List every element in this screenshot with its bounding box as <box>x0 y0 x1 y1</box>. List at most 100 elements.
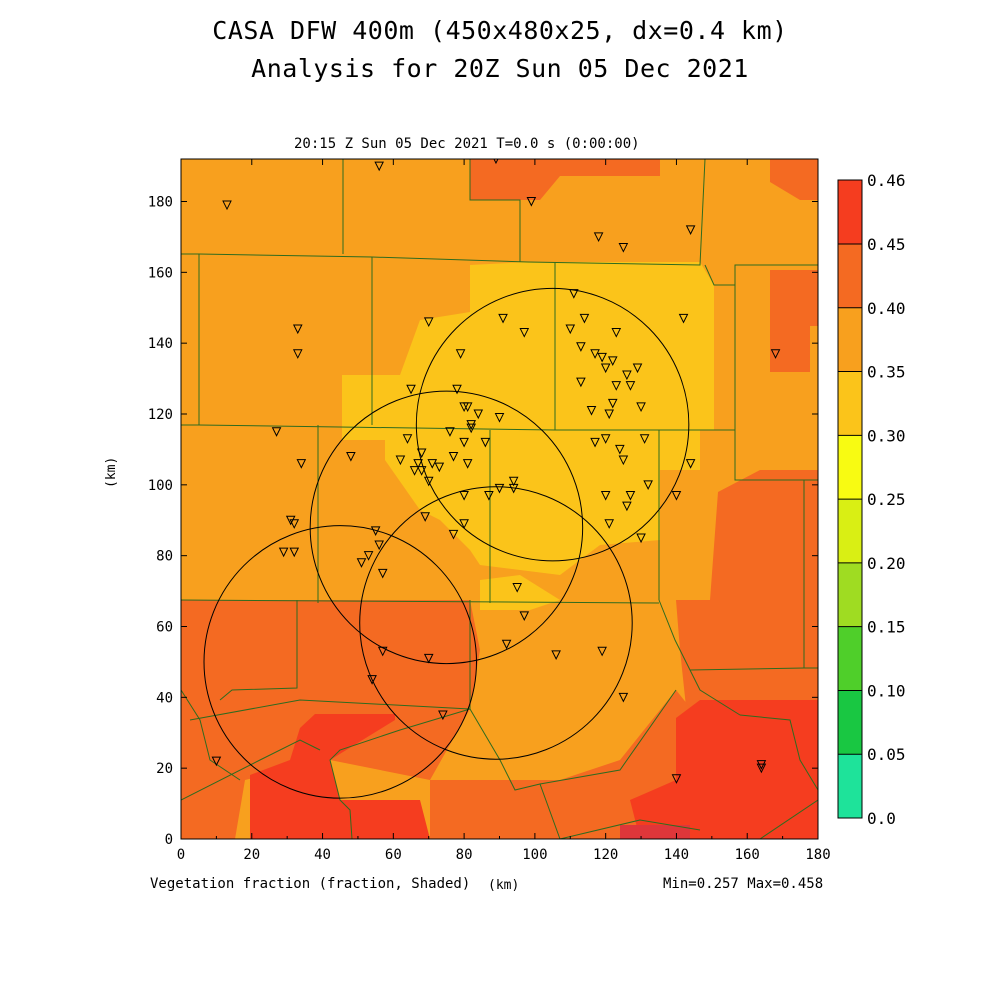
station-marker <box>597 352 607 363</box>
station-marker <box>448 529 459 540</box>
y-tick-label: 100 <box>148 478 173 494</box>
station-marker <box>459 437 469 448</box>
station-marker <box>604 409 615 420</box>
station-marker <box>622 501 632 512</box>
station-marker <box>519 611 530 621</box>
radar-range-ring <box>359 486 633 760</box>
y-tick-label: 120 <box>148 407 173 423</box>
y-tick-label: 180 <box>148 195 173 211</box>
station-marker <box>462 459 473 469</box>
station-marker <box>512 583 523 593</box>
station-marker <box>565 324 576 335</box>
radar-range-ring <box>203 525 477 799</box>
station-marker <box>508 483 519 494</box>
y-tick-label: 20 <box>156 761 173 777</box>
colorbar-segment <box>838 499 862 563</box>
station-marker <box>625 381 636 391</box>
station-marker <box>406 384 416 395</box>
station-marker <box>395 455 406 466</box>
chart-subtitle: Analysis for 20Z Sun 05 Dec 2021 <box>251 54 749 83</box>
station-marker <box>427 459 438 469</box>
station-marker <box>370 526 381 536</box>
station-marker <box>292 324 303 335</box>
station-marker <box>289 547 300 558</box>
station-marker <box>590 437 600 448</box>
station-marker <box>607 356 618 366</box>
station-marker <box>409 466 420 476</box>
y-tick-label: 0 <box>165 832 173 848</box>
colorbar-label: 0.05 <box>867 745 906 764</box>
station-marker <box>211 756 222 767</box>
colorbar-segment <box>838 180 862 244</box>
station-marker <box>678 313 689 324</box>
x-axis-label: (km) <box>488 878 520 893</box>
valid-time-label: 20:15 Z Sun 05 Dec 2021 T=0.0 s (0:00:00… <box>294 136 640 152</box>
station-marker <box>402 434 413 444</box>
station-marker <box>600 363 611 374</box>
colorbar-label: 0.45 <box>867 235 906 254</box>
colorbar-label: 0.0 <box>867 809 896 828</box>
station-marker <box>377 568 388 579</box>
x-tick-label: 20 <box>243 847 260 863</box>
y-tick-label: 60 <box>156 620 173 636</box>
station-marker <box>367 675 377 685</box>
station-marker <box>632 363 643 374</box>
station-marker <box>600 490 611 501</box>
colorbar-label: 0.46 <box>867 171 906 190</box>
station-marker <box>423 653 434 664</box>
station-marker <box>462 402 473 413</box>
station-marker <box>420 512 430 522</box>
station-marker <box>374 540 384 551</box>
station-marker <box>438 710 448 721</box>
x-tick-label: 100 <box>522 847 547 863</box>
x-tick-label: 40 <box>314 847 331 863</box>
colorbar-segment <box>838 690 862 755</box>
station-marker <box>278 547 289 558</box>
station-marker <box>526 197 537 207</box>
y-tick-label: 160 <box>148 265 173 281</box>
colorbar-segment <box>838 626 862 691</box>
station-marker <box>416 448 427 459</box>
colorbar-segment <box>838 754 862 818</box>
station-marker <box>551 650 561 660</box>
colorbar-segment <box>838 371 862 436</box>
station-marker <box>625 490 636 501</box>
station-marker <box>607 398 618 409</box>
x-axis: 0 20 40 60 80 100 120 140 160 180 <box>177 159 831 863</box>
radar-range-rings <box>203 287 690 799</box>
radar-range-ring <box>415 287 690 562</box>
station-marker <box>480 437 491 448</box>
station-marker <box>271 427 282 437</box>
radar-range-ring <box>309 390 584 665</box>
station-marker <box>636 402 646 413</box>
station-marker <box>292 349 303 359</box>
station-marker <box>289 519 300 529</box>
x-tick-label: 0 <box>177 847 185 863</box>
station-marker <box>618 692 629 703</box>
colorbar-segment <box>838 307 862 372</box>
y-axis: 0 20 40 60 80 100 120 140 160 180 <box>148 195 818 848</box>
station-marker <box>756 763 767 774</box>
colorbar-label: 0.25 <box>867 490 906 509</box>
min-max-label: Min=0.257 Max=0.458 <box>663 876 824 892</box>
colorbar-label: 0.30 <box>867 426 906 445</box>
station-marker <box>445 427 455 437</box>
x-tick-label: 140 <box>664 847 689 863</box>
colorbar-label: 0.20 <box>867 554 906 573</box>
colorbar-label: 0.35 <box>867 363 906 382</box>
station-marker <box>590 349 600 359</box>
station-marker <box>622 370 632 381</box>
station-marker <box>636 533 646 544</box>
station-marker <box>459 490 469 501</box>
station-marker <box>448 452 459 462</box>
y-tick-label: 140 <box>148 336 173 352</box>
station-marker <box>434 462 445 473</box>
station-marker <box>671 774 682 784</box>
station-marker <box>685 225 696 235</box>
station-marker <box>618 455 629 466</box>
county-boundaries <box>181 159 818 839</box>
station-marker <box>579 313 590 324</box>
station-marker <box>423 476 434 487</box>
station-marker <box>346 452 356 462</box>
